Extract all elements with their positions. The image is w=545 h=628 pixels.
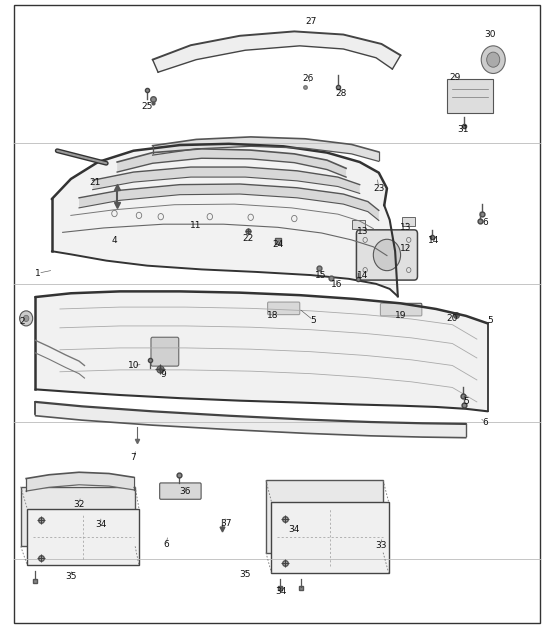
Text: 14: 14 — [357, 271, 368, 279]
FancyBboxPatch shape — [160, 483, 201, 499]
Text: 6: 6 — [482, 418, 488, 426]
Polygon shape — [79, 184, 379, 220]
Text: 1: 1 — [35, 269, 41, 278]
Text: 10: 10 — [128, 361, 140, 370]
Bar — [271, 502, 389, 573]
FancyBboxPatch shape — [356, 230, 417, 280]
Text: 4: 4 — [112, 236, 117, 245]
FancyBboxPatch shape — [380, 303, 422, 316]
Polygon shape — [35, 402, 466, 438]
FancyBboxPatch shape — [268, 302, 300, 315]
Circle shape — [373, 239, 401, 271]
Text: 7: 7 — [131, 453, 136, 462]
Text: 23: 23 — [373, 184, 384, 193]
Text: 30: 30 — [485, 30, 496, 39]
FancyBboxPatch shape — [151, 337, 179, 366]
Polygon shape — [35, 291, 488, 411]
Text: 29: 29 — [450, 73, 461, 82]
Circle shape — [487, 52, 500, 67]
Text: 19: 19 — [395, 311, 407, 320]
Text: 13: 13 — [356, 227, 368, 236]
Text: 2: 2 — [19, 317, 25, 326]
Text: 22: 22 — [243, 234, 253, 242]
Bar — [27, 509, 139, 565]
Text: 21: 21 — [90, 178, 101, 187]
Text: 34: 34 — [289, 525, 300, 534]
Text: 34: 34 — [275, 587, 286, 596]
Polygon shape — [153, 31, 401, 72]
Text: 26: 26 — [302, 74, 313, 83]
Text: 14: 14 — [428, 236, 439, 245]
Text: 20: 20 — [447, 314, 458, 323]
Text: 36: 36 — [179, 487, 191, 495]
Text: 34: 34 — [95, 520, 106, 529]
Circle shape — [23, 315, 29, 322]
Text: 13: 13 — [400, 223, 412, 232]
Text: 6: 6 — [164, 540, 169, 549]
Text: 33: 33 — [376, 541, 387, 550]
Text: 32: 32 — [74, 500, 84, 509]
Bar — [447, 78, 493, 113]
Text: 18: 18 — [267, 311, 278, 320]
Bar — [352, 220, 365, 229]
Bar — [402, 217, 415, 226]
Polygon shape — [117, 149, 346, 177]
Text: 16: 16 — [331, 280, 343, 289]
Polygon shape — [93, 167, 360, 193]
Text: 9: 9 — [161, 371, 166, 379]
Text: 27: 27 — [305, 18, 316, 26]
Polygon shape — [153, 137, 379, 161]
Polygon shape — [26, 472, 134, 491]
Text: 11: 11 — [190, 221, 202, 230]
Bar — [21, 487, 135, 546]
Text: 15: 15 — [314, 271, 326, 280]
Text: 35: 35 — [239, 570, 251, 579]
Circle shape — [20, 311, 33, 326]
Text: 12: 12 — [401, 244, 411, 253]
Circle shape — [481, 46, 505, 73]
Polygon shape — [52, 144, 398, 296]
Bar — [266, 480, 383, 553]
Text: 37: 37 — [220, 519, 232, 528]
Text: 5: 5 — [311, 316, 316, 325]
Text: 25: 25 — [142, 102, 153, 111]
Text: 24: 24 — [272, 241, 283, 249]
Text: 31: 31 — [457, 126, 469, 134]
Text: 5: 5 — [463, 398, 469, 406]
Text: 5: 5 — [488, 316, 493, 325]
Text: 6: 6 — [482, 219, 488, 227]
Text: 35: 35 — [65, 572, 77, 581]
Text: 28: 28 — [335, 89, 346, 98]
